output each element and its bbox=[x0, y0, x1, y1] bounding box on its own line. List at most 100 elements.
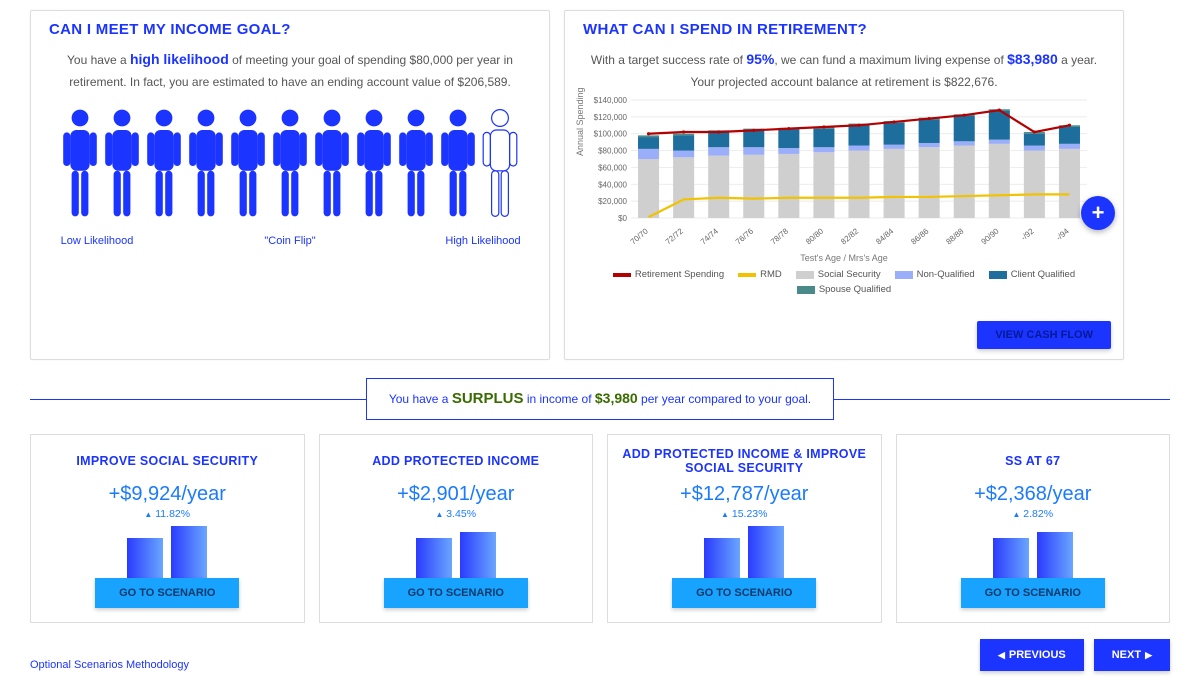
legend-item: Spouse Qualified bbox=[797, 284, 891, 295]
person-icon bbox=[440, 106, 476, 231]
scenario-bars bbox=[330, 526, 583, 578]
bar-current bbox=[704, 538, 740, 578]
scenario-title: SS AT 67 bbox=[907, 445, 1160, 477]
triangle-right-icon: ▶ bbox=[1145, 650, 1152, 661]
surplus-word: SURPLUS bbox=[452, 390, 524, 407]
text: You have a bbox=[67, 53, 130, 67]
text: per year compared to your goal. bbox=[638, 392, 811, 406]
bar-scenario bbox=[460, 532, 496, 578]
scenario-title: ADD PROTECTED INCOME bbox=[330, 445, 583, 477]
success-rate: 95% bbox=[746, 51, 774, 67]
svg-text:72/72: 72/72 bbox=[664, 226, 686, 246]
svg-text:88/88: 88/88 bbox=[944, 226, 966, 246]
legend-item: Retirement Spending bbox=[613, 269, 724, 280]
income-goal-title: CAN I MEET MY INCOME GOAL? bbox=[49, 21, 531, 38]
scenario-title: ADD PROTECTED INCOME & IMPROVE SOCIAL SE… bbox=[618, 445, 871, 477]
text: in income of bbox=[524, 392, 595, 406]
view-cash-flow-button[interactable]: VIEW CASH FLOW bbox=[977, 321, 1111, 349]
surplus-amount: $3,980 bbox=[595, 390, 638, 406]
svg-text:76/76: 76/76 bbox=[734, 226, 756, 246]
go-to-scenario-button[interactable]: GO TO SCENARIO bbox=[384, 578, 528, 608]
legend-item: Non-Qualified bbox=[895, 269, 975, 280]
legend-label: Non-Qualified bbox=[917, 269, 975, 280]
legend-swatch bbox=[797, 286, 815, 294]
svg-text:$0: $0 bbox=[618, 214, 627, 223]
bar-scenario bbox=[171, 526, 207, 578]
scenario-bars bbox=[618, 526, 871, 578]
legend-swatch bbox=[613, 273, 631, 277]
svg-text:86/86: 86/86 bbox=[909, 226, 931, 246]
income-goal-text: You have a high likelihood of meeting yo… bbox=[49, 48, 531, 92]
likelihood-highlight: high likelihood bbox=[130, 51, 229, 67]
legend-item: Client Qualified bbox=[989, 269, 1075, 280]
expand-chart-button[interactable]: + bbox=[1081, 196, 1115, 230]
scenario-gain: +$12,787/year bbox=[618, 483, 871, 506]
income-goal-panel: CAN I MEET MY INCOME GOAL? You have a hi… bbox=[30, 10, 550, 360]
legend-label: Client Qualified bbox=[1011, 269, 1075, 280]
legend-label: Social Security bbox=[818, 269, 881, 280]
svg-text:-/94: -/94 bbox=[1054, 226, 1071, 242]
next-button[interactable]: NEXT ▶ bbox=[1094, 639, 1170, 671]
scenario-pct: ▲ 2.82% bbox=[907, 508, 1160, 520]
legend-item: RMD bbox=[738, 269, 782, 280]
scenarios-row: IMPROVE SOCIAL SECURITY +$9,924/year ▲ 1… bbox=[30, 434, 1170, 623]
go-to-scenario-button[interactable]: GO TO SCENARIO bbox=[95, 578, 239, 608]
svg-text:78/78: 78/78 bbox=[769, 226, 791, 246]
scenario-pct: ▲ 11.82% bbox=[41, 508, 294, 520]
svg-text:$100,000: $100,000 bbox=[594, 130, 628, 139]
svg-text:84/84: 84/84 bbox=[874, 226, 896, 246]
surplus-callout: You have a SURPLUS in income of $3,980 p… bbox=[366, 378, 834, 420]
spend-text: With a target success rate of 95%, we ca… bbox=[583, 48, 1105, 92]
chart-ylabel: Annual Spending bbox=[575, 88, 585, 157]
person-icon bbox=[146, 106, 182, 231]
svg-text:74/74: 74/74 bbox=[699, 226, 721, 246]
go-to-scenario-button[interactable]: GO TO SCENARIO bbox=[672, 578, 816, 608]
scenario-bars bbox=[907, 526, 1160, 578]
scenario-pct: ▲ 3.45% bbox=[330, 508, 583, 520]
svg-text:$140,000: $140,000 bbox=[594, 96, 628, 105]
scenario-pct: ▲ 15.23% bbox=[618, 508, 871, 520]
legend-swatch bbox=[796, 271, 814, 279]
chart-xlabel: Test's Age / Mrs's Age bbox=[583, 253, 1105, 263]
spend-title: WHAT CAN I SPEND IN RETIREMENT? bbox=[583, 21, 1105, 38]
legend-swatch bbox=[895, 271, 913, 279]
person-icon bbox=[356, 106, 392, 231]
scenario-gain: +$9,924/year bbox=[41, 483, 294, 506]
triangle-up-icon: ▲ bbox=[721, 510, 729, 519]
scenario-card: IMPROVE SOCIAL SECURITY +$9,924/year ▲ 1… bbox=[30, 434, 305, 623]
person-icon bbox=[230, 106, 266, 231]
scenario-card: ADD PROTECTED INCOME +$2,901/year ▲ 3.45… bbox=[319, 434, 594, 623]
plus-icon: + bbox=[1092, 200, 1105, 226]
legend-item: Social Security bbox=[796, 269, 881, 280]
go-to-scenario-button[interactable]: GO TO SCENARIO bbox=[961, 578, 1105, 608]
spend-panel: WHAT CAN I SPEND IN RETIREMENT? With a t… bbox=[564, 10, 1124, 360]
person-icon bbox=[398, 106, 434, 231]
label: NEXT bbox=[1112, 649, 1141, 661]
person-icon-outline bbox=[482, 106, 518, 231]
legend-swatch bbox=[738, 273, 756, 277]
methodology-link[interactable]: Optional Scenarios Methodology bbox=[30, 659, 189, 671]
chart-legend: Retirement Spending RMD Social Security Non… bbox=[583, 269, 1105, 295]
label-mid: "Coin Flip" bbox=[250, 235, 330, 247]
previous-button[interactable]: ◀PREVIOUS bbox=[980, 639, 1084, 671]
likelihood-labels: Low Likelihood "Coin Flip" High Likeliho… bbox=[49, 231, 531, 247]
legend-label: RMD bbox=[760, 269, 782, 280]
people-pictogram bbox=[49, 106, 531, 231]
label-high: High Likelihood bbox=[443, 235, 523, 247]
svg-text:$60,000: $60,000 bbox=[598, 164, 627, 173]
scenario-gain: +$2,368/year bbox=[907, 483, 1160, 506]
person-icon bbox=[272, 106, 308, 231]
person-icon bbox=[104, 106, 140, 231]
label: PREVIOUS bbox=[1009, 649, 1066, 661]
legend-swatch bbox=[989, 271, 1007, 279]
svg-text:$20,000: $20,000 bbox=[598, 197, 627, 206]
bar-scenario bbox=[748, 526, 784, 578]
legend-label: Spouse Qualified bbox=[819, 284, 891, 295]
scenario-card: ADD PROTECTED INCOME & IMPROVE SOCIAL SE… bbox=[607, 434, 882, 623]
nav-buttons: ◀PREVIOUS NEXT ▶ bbox=[980, 639, 1170, 671]
text: , we can fund a maximum living expense o… bbox=[774, 53, 1007, 67]
svg-text:80/80: 80/80 bbox=[804, 226, 826, 246]
bar-current bbox=[993, 538, 1029, 578]
bar-scenario bbox=[1037, 532, 1073, 578]
svg-text:$120,000: $120,000 bbox=[594, 113, 628, 122]
